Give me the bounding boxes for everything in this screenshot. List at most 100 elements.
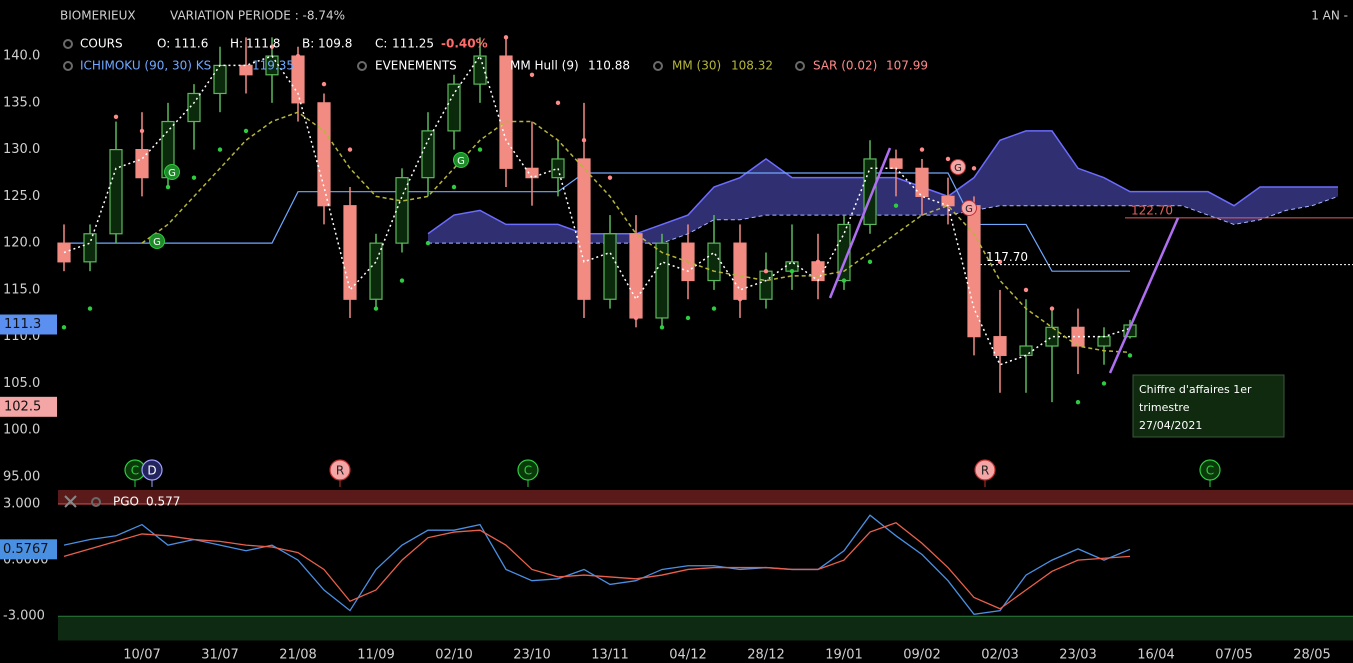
candle-body	[213, 64, 227, 95]
settings-icon[interactable]	[63, 39, 73, 49]
candle-body	[317, 102, 331, 207]
candle-body	[239, 64, 253, 76]
settings-icon[interactable]	[91, 497, 101, 507]
y-tick-label: 125.0	[3, 189, 40, 204]
sar-dot	[191, 175, 197, 180]
signal-label: G	[153, 237, 161, 248]
ohlc-label: B:	[302, 37, 314, 51]
event-marker[interactable]	[141, 459, 163, 481]
event-marker[interactable]	[1199, 459, 1221, 481]
sar-dot	[477, 147, 483, 152]
event-marker[interactable]	[329, 459, 351, 481]
x-tick-label: 28/05	[1293, 648, 1330, 663]
oscillator-line	[63, 521, 1131, 610]
sar-dot	[945, 156, 951, 162]
x-tick-label: 28/12	[747, 648, 784, 663]
close-stroke	[64, 495, 77, 508]
price-tag-label: 111.3	[4, 317, 41, 332]
sar-dot	[1049, 306, 1055, 311]
candle-body	[993, 336, 1007, 356]
event-label: C	[131, 464, 139, 478]
price-tag	[0, 396, 57, 417]
event-marker[interactable]	[974, 459, 996, 481]
sar-dot	[425, 240, 431, 246]
candle-body	[473, 55, 487, 85]
y-tick-label: 130.0	[3, 142, 40, 157]
event-label: R	[981, 464, 989, 478]
indicator-line	[63, 54, 1131, 366]
x-tick-label: 07/05	[1215, 648, 1252, 663]
sar-dot	[1075, 399, 1081, 405]
candle-body	[83, 233, 97, 263]
chart-subtitle: VARIATION PERIODE : -8.74%	[170, 9, 345, 23]
candle-body	[889, 158, 903, 169]
x-tick-label: 09/02	[903, 648, 940, 663]
candle-body	[863, 158, 877, 226]
ohlc-value: 111.25	[392, 37, 434, 51]
candle-body	[135, 148, 149, 179]
event-label: R	[336, 464, 344, 478]
signal-marker[interactable]	[149, 233, 165, 249]
period-selector[interactable]: 1 AN -	[1311, 9, 1348, 23]
oscillator-plot	[63, 514, 1131, 616]
signal-label: G	[965, 204, 973, 215]
signal-marker[interactable]	[453, 152, 469, 168]
legend-mm: MM (30)	[672, 59, 721, 73]
candle-body	[629, 233, 643, 319]
sar-dot	[815, 259, 821, 265]
sar-dot	[1127, 353, 1133, 358]
sar-dot	[321, 81, 327, 87]
event-label: C	[1206, 464, 1214, 478]
sar-dot	[841, 278, 847, 283]
x-tick-label: 16/04	[1137, 648, 1174, 663]
candle-body	[1019, 345, 1033, 356]
candle-body	[369, 242, 383, 300]
y-tick-label: 100.0	[3, 423, 40, 438]
y-tick-label: -3.000	[3, 609, 45, 624]
sar-dot	[139, 128, 145, 134]
event-marker[interactable]	[517, 459, 539, 481]
annotation-date: 27/04/2021	[1139, 419, 1202, 432]
ohlc-value: 111.6	[174, 37, 208, 51]
legend-sar-value: 107.99	[886, 59, 928, 73]
candle-body	[447, 83, 461, 132]
signal-marker[interactable]	[164, 164, 180, 180]
x-tick-label: 21/08	[279, 648, 316, 663]
sar-dot	[61, 325, 67, 330]
signal-label: G	[168, 168, 176, 179]
candle-body	[109, 148, 123, 235]
candle-body	[343, 205, 357, 300]
legend-ichimoku: ICHIMOKU (90, 30) KS	[80, 59, 211, 73]
ichimoku-cloud	[428, 130, 1338, 244]
price-tag-label: 0.5767	[3, 542, 49, 557]
x-tick-label: 11/09	[357, 648, 394, 663]
settings-icon[interactable]	[357, 61, 367, 71]
sar-dot	[685, 315, 691, 321]
close-icon[interactable]	[64, 495, 77, 508]
ohlc-label: H:	[230, 37, 243, 51]
sar-dot	[399, 278, 405, 283]
settings-icon[interactable]	[63, 61, 73, 71]
settings-icon[interactable]	[653, 61, 663, 71]
sar-dot	[789, 268, 795, 274]
sar-dot	[451, 184, 457, 190]
x-tick-label: 23/10	[513, 648, 550, 663]
settings-icon[interactable]	[795, 61, 805, 71]
sar-dot	[1023, 287, 1029, 293]
sar-dot	[659, 325, 665, 330]
signal-marker[interactable]	[950, 159, 966, 175]
candle-body	[1097, 336, 1111, 347]
signal-marker[interactable]	[961, 200, 977, 216]
trend-line	[1108, 217, 1180, 374]
annotation-box[interactable]	[1132, 374, 1285, 438]
legend-name: COURS	[80, 37, 123, 51]
candle-body	[187, 92, 201, 123]
sar-dot	[997, 259, 1003, 265]
ohlc-label: C:	[375, 37, 387, 51]
candle-body	[499, 55, 513, 169]
x-tick-label: 02/03	[981, 648, 1018, 663]
x-tick-label: 02/10	[435, 648, 472, 663]
sar-dot	[711, 306, 717, 311]
